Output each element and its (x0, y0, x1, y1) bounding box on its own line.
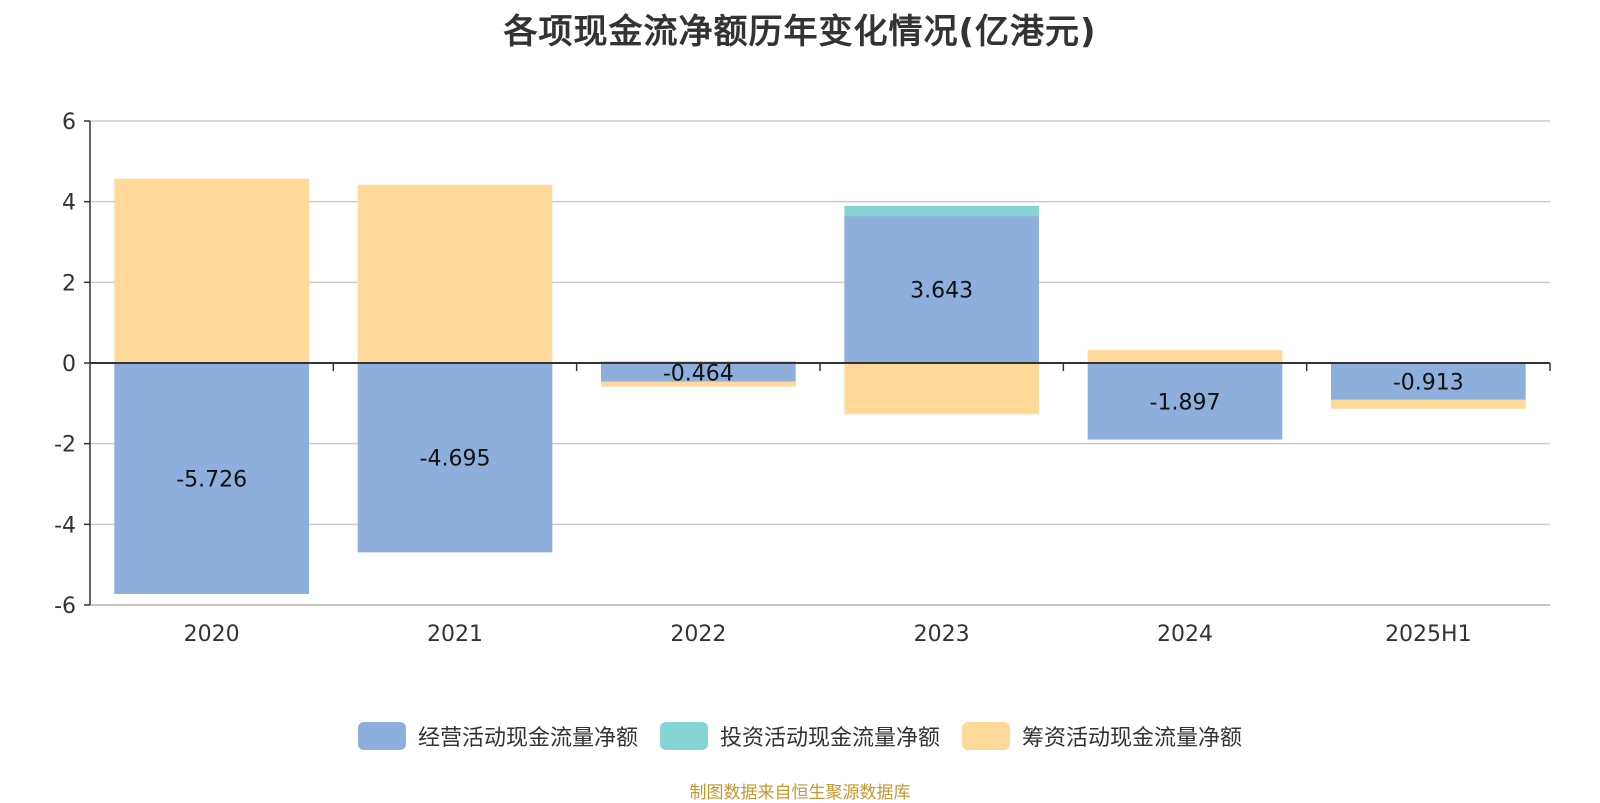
y-tick-label: 4 (62, 191, 76, 216)
legend-label-financing: 筹资活动现金流量净额 (1022, 726, 1243, 751)
y-tick-label: 2 (62, 271, 76, 296)
legend-swatch-investing (659, 722, 708, 750)
legend-swatch-financing (962, 722, 1010, 750)
bar-investing-2023[interactable] (844, 205, 1039, 217)
x-tick-label: 2022 (670, 622, 726, 647)
bar-financing-2024[interactable] (1087, 350, 1283, 363)
bar-financing-2021[interactable] (357, 184, 553, 363)
data-label-2025H1: -0.913 (1393, 370, 1464, 395)
bar-operating-2024[interactable] (1087, 363, 1283, 440)
x-tick-label: 2021 (427, 622, 483, 647)
bar-operating-2021[interactable] (357, 363, 553, 553)
chart-plot: -6 -4 -2 0 2 4 6 2020 2021 2022 2023 2024 2025H1 -5.… (54, 110, 1551, 647)
bar-financing-2022[interactable] (601, 381, 796, 387)
bar-operating-2022[interactable] (601, 363, 796, 382)
legend-item-operating[interactable]: 经营活动现金流量净额 (357, 720, 638, 752)
data-label-2022: -0.464 (663, 361, 734, 386)
y-tick-label: 6 (62, 110, 76, 135)
chart-title: 各项现金流净额历年变化情况(亿港元) (503, 12, 1097, 52)
axis-layer: -6 -4 -2 0 2 4 6 2020 2021 2022 2023 2024 2025H1 (54, 110, 1551, 647)
legend: 经营活动现金流量净额 投资活动现金流量净额 筹资活动现金流量净额 (0, 720, 1600, 752)
y-tick-label: -2 (54, 433, 76, 458)
bar-financing-2025H1[interactable] (1331, 399, 1526, 409)
bar-financing-2020[interactable] (114, 178, 309, 363)
grid-layer (90, 120, 1550, 606)
bar-layer (114, 178, 1526, 594)
x-tick-label: 2025H1 (1385, 622, 1472, 647)
data-label-2020: -5.726 (176, 467, 247, 492)
bar-operating-2025H1[interactable] (1331, 363, 1526, 400)
legend-swatch-operating (357, 722, 406, 750)
bar-operating-2023[interactable] (844, 216, 1039, 363)
y-tick-label: -6 (54, 594, 76, 619)
x-tick-label: 2023 (914, 622, 970, 647)
legend-label-operating: 经营活动现金流量净额 (417, 726, 638, 751)
bar-operating-2020[interactable] (114, 363, 309, 594)
bar-financing-2023[interactable] (844, 363, 1039, 415)
data-label-2023: 3.643 (910, 279, 973, 304)
y-tick-label: 0 (62, 352, 76, 377)
x-tick-label: 2020 (184, 622, 240, 647)
data-label-2021: -4.695 (420, 447, 491, 472)
data-label-2024: -1.897 (1150, 390, 1221, 415)
source-note: 制图数据来自恒生聚源数据库 (689, 783, 911, 803)
y-tick-label: -4 (54, 513, 76, 538)
label-layer: -5.726 -4.695 -0.464 3.643 -1.897 -0.913 (176, 279, 1464, 493)
legend-item-financing[interactable]: 筹资活动现金流量净额 (962, 720, 1242, 752)
legend-item-investing[interactable]: 投资活动现金流量净额 (659, 720, 940, 752)
legend-label-investing: 投资活动现金流量净额 (719, 726, 940, 751)
x-tick-label: 2024 (1157, 622, 1213, 647)
